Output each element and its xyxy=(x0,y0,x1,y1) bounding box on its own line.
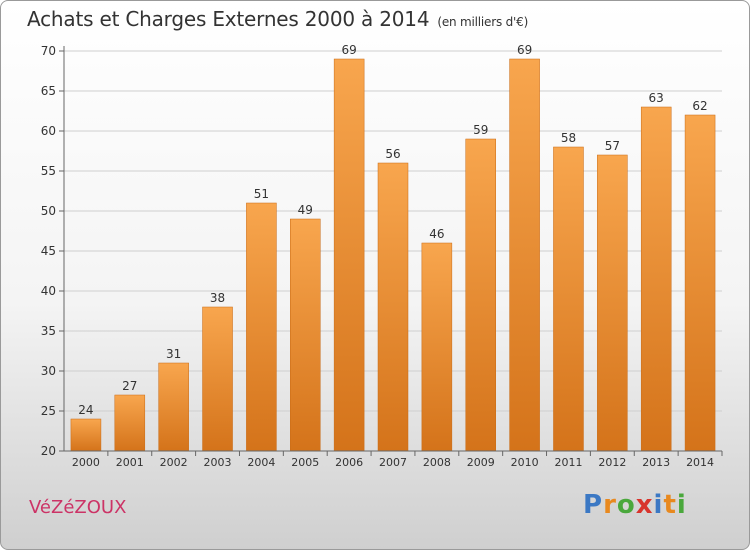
logo-letter: r xyxy=(603,490,617,520)
y-tick-label: 70 xyxy=(41,44,56,58)
bar-2011 xyxy=(553,146,584,452)
bar-2008 xyxy=(421,242,453,452)
bar-value-label: 58 xyxy=(561,131,576,145)
bar-2010 xyxy=(509,58,540,452)
bar-value-label: 31 xyxy=(166,347,181,361)
bar-value-label: 24 xyxy=(78,403,93,417)
bar-2007 xyxy=(377,162,409,452)
bar-2004 xyxy=(246,202,277,452)
bar-value-label: 59 xyxy=(473,123,488,137)
bar-value-label: 51 xyxy=(254,187,269,201)
axes: 20 25 30 35 40 45 50 55 60 65 70 2000 2001 2002 2003 20… xyxy=(41,44,723,469)
bar-2014 xyxy=(684,114,716,452)
x-tick-label: 2000 xyxy=(72,456,100,469)
chart-title: Achats et Charges Externes 2000 à 2014 (e… xyxy=(27,7,528,31)
bar-value-label: 46 xyxy=(429,227,444,241)
bar-value-label: 69 xyxy=(341,43,356,57)
commune-name: VéZéZOUX xyxy=(29,497,127,518)
logo-letter: i xyxy=(653,490,664,520)
bar-value-label: 38 xyxy=(210,291,225,305)
x-tick-label: 2012 xyxy=(598,456,626,469)
x-tick-label: 2004 xyxy=(247,456,275,469)
bar-value-label: 49 xyxy=(298,203,313,217)
bars: 24 27 31 38 51 49 69 56 46 59 69 58 57 63 62 xyxy=(70,43,716,452)
bar-value-label: 62 xyxy=(692,99,707,113)
bar-2002 xyxy=(158,362,189,452)
x-tick-label: 2001 xyxy=(116,456,144,469)
bar-value-label: 56 xyxy=(385,147,400,161)
y-tick-label: 25 xyxy=(41,404,56,418)
y-tick-label: 50 xyxy=(41,204,56,218)
x-tick-label: 2010 xyxy=(511,456,539,469)
chart-title-unit: (en milliers d'€) xyxy=(437,15,529,29)
logo-letter: i xyxy=(676,490,687,520)
logo-letter: P xyxy=(583,490,604,520)
bar-value-label: 27 xyxy=(122,379,137,393)
y-tick-label: 40 xyxy=(41,284,56,298)
logo-letter: o xyxy=(616,490,636,520)
chart-title-text: Achats et Charges Externes 2000 à 2014 xyxy=(27,7,430,31)
y-tick-label: 45 xyxy=(41,244,56,258)
y-tick-label: 35 xyxy=(41,324,56,338)
x-tick-label: 2008 xyxy=(423,456,451,469)
x-tick-label: 2002 xyxy=(160,456,188,469)
logo-letter: x xyxy=(635,490,654,520)
bar-2009 xyxy=(465,138,496,452)
y-tick-label: 30 xyxy=(41,364,56,378)
bar-2003 xyxy=(202,306,233,452)
bar-2006 xyxy=(333,58,365,452)
x-tick-label: 2009 xyxy=(467,456,495,469)
x-tick-label: 2014 xyxy=(686,456,714,469)
bar-2001 xyxy=(114,394,146,452)
bar-value-label: 57 xyxy=(605,139,620,153)
x-tick-label: 2007 xyxy=(379,456,407,469)
y-tick-label: 20 xyxy=(41,444,56,458)
y-tick-label: 55 xyxy=(41,164,56,178)
proxiti-logo: Proxiti xyxy=(583,490,687,520)
bar-value-label: 63 xyxy=(649,91,664,105)
x-tick-label: 2006 xyxy=(335,456,363,469)
bar-2012 xyxy=(597,154,628,452)
x-tick-label: 2005 xyxy=(291,456,319,469)
bar-2005 xyxy=(290,218,321,452)
logo-letter: t xyxy=(663,490,677,520)
bar-value-label: 69 xyxy=(517,43,532,57)
y-tick-label: 60 xyxy=(41,124,56,138)
x-tick-label: 2011 xyxy=(554,456,582,469)
x-tick-label: 2003 xyxy=(204,456,232,469)
bar-2013 xyxy=(640,106,672,452)
bar-2000 xyxy=(70,418,102,452)
y-tick-label: 65 xyxy=(41,84,56,98)
x-tick-label: 2013 xyxy=(642,456,670,469)
